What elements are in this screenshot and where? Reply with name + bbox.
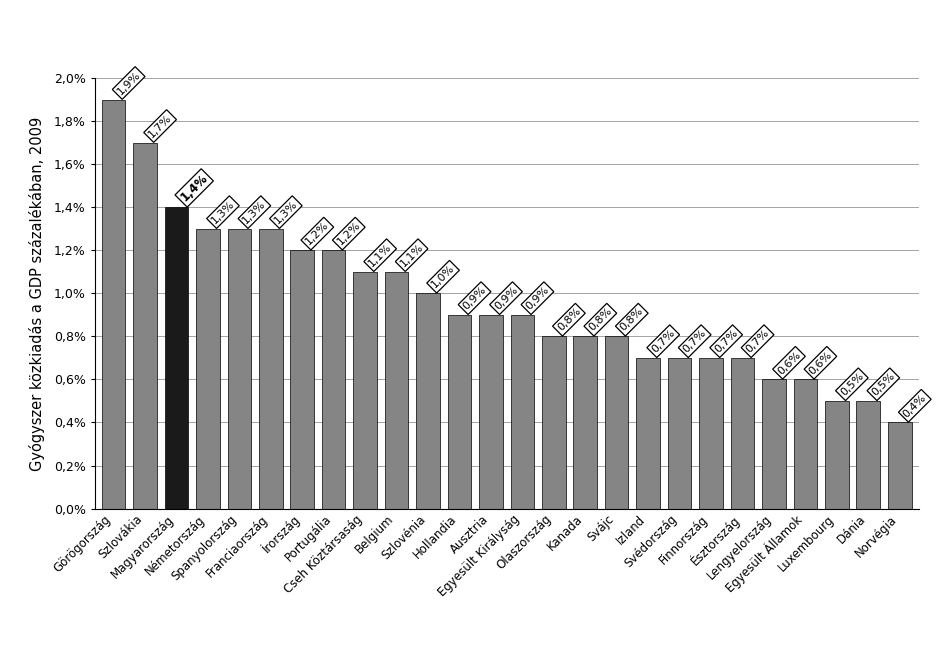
Bar xyxy=(888,422,912,509)
Y-axis label: Gyógyszer közkiadás a GDP százalékában, 2009: Gyógyszer közkiadás a GDP százalékában, … xyxy=(29,116,45,471)
Bar xyxy=(510,315,534,509)
Bar xyxy=(762,379,786,509)
Bar xyxy=(101,100,125,509)
Text: 0,7%: 0,7% xyxy=(650,328,677,355)
Text: 0,8%: 0,8% xyxy=(555,306,582,333)
Text: 0,7%: 0,7% xyxy=(681,328,708,355)
Text: 1,3%: 1,3% xyxy=(273,199,299,226)
Bar xyxy=(322,250,346,509)
Bar xyxy=(196,229,220,509)
Bar xyxy=(384,272,408,509)
Text: 1,4%: 1,4% xyxy=(178,171,210,204)
Bar xyxy=(259,229,282,509)
Text: 0,6%: 0,6% xyxy=(776,349,802,376)
Bar xyxy=(731,358,754,509)
Bar xyxy=(134,143,157,509)
Bar xyxy=(825,401,849,509)
Text: 1,7%: 1,7% xyxy=(147,113,173,140)
Text: 0,7%: 0,7% xyxy=(712,328,740,355)
Text: 0,7%: 0,7% xyxy=(744,328,771,355)
Text: 0,9%: 0,9% xyxy=(461,285,488,312)
Bar xyxy=(448,315,472,509)
Text: 1,9%: 1,9% xyxy=(116,70,142,96)
Bar xyxy=(699,358,723,509)
Bar xyxy=(165,207,188,509)
Bar xyxy=(227,229,251,509)
Bar xyxy=(856,401,880,509)
Text: 0,6%: 0,6% xyxy=(807,349,834,376)
Text: 1,3%: 1,3% xyxy=(209,199,237,226)
Text: 0,5%: 0,5% xyxy=(838,371,866,398)
Text: 0,8%: 0,8% xyxy=(618,306,645,333)
Bar xyxy=(417,293,439,509)
Text: 1,0%: 1,0% xyxy=(430,263,456,290)
Bar xyxy=(605,336,629,509)
Bar xyxy=(668,358,691,509)
Text: 1,1%: 1,1% xyxy=(366,242,394,269)
Text: 0,9%: 0,9% xyxy=(524,285,551,312)
Text: 0,8%: 0,8% xyxy=(587,306,614,333)
Text: 0,9%: 0,9% xyxy=(492,285,520,312)
Bar xyxy=(636,358,660,509)
Bar xyxy=(353,272,377,509)
Text: 0,4%: 0,4% xyxy=(902,393,928,419)
Bar xyxy=(291,250,314,509)
Text: 1,1%: 1,1% xyxy=(398,242,425,269)
Bar xyxy=(479,315,503,509)
Bar xyxy=(542,336,565,509)
Text: 1,3%: 1,3% xyxy=(241,199,268,226)
Text: 0,5%: 0,5% xyxy=(870,371,897,398)
Text: 1,2%: 1,2% xyxy=(304,220,331,247)
Text: 1,2%: 1,2% xyxy=(335,220,363,247)
Bar xyxy=(574,336,597,509)
Bar xyxy=(794,379,817,509)
